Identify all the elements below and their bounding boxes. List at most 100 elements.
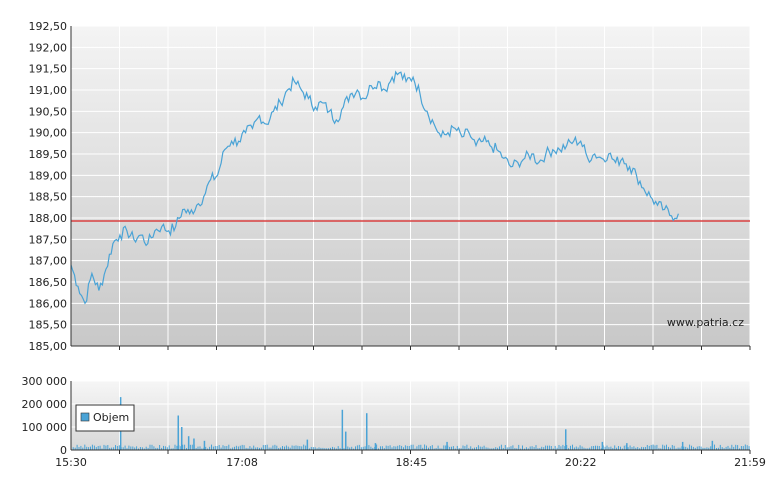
volume-bar bbox=[458, 448, 460, 450]
volume-bar bbox=[637, 447, 639, 450]
volume-bar bbox=[287, 446, 289, 450]
volume-bar bbox=[633, 446, 635, 450]
price-y-tick-label: 189,50 bbox=[29, 148, 68, 161]
volume-bar bbox=[374, 443, 377, 450]
volume-bar bbox=[483, 445, 485, 450]
volume-bar bbox=[524, 448, 525, 450]
volume-bar bbox=[209, 446, 211, 450]
volume-bar bbox=[164, 446, 166, 450]
volume-bar bbox=[291, 445, 293, 450]
price-y-tick-label: 187,00 bbox=[29, 255, 68, 268]
volume-bar bbox=[159, 445, 161, 450]
volume-bar bbox=[612, 448, 614, 450]
volume-bar bbox=[255, 447, 257, 450]
volume-bar bbox=[610, 446, 612, 450]
volume-bar bbox=[708, 447, 710, 450]
volume-bar bbox=[356, 445, 358, 450]
volume-bar bbox=[187, 436, 190, 450]
volume-bar bbox=[203, 440, 206, 450]
volume-bar bbox=[502, 448, 504, 450]
volume-bar bbox=[401, 445, 403, 450]
volume-bar bbox=[428, 447, 429, 450]
volume-bar bbox=[687, 447, 689, 450]
volume-bar bbox=[257, 447, 259, 450]
volume-bar bbox=[128, 445, 130, 450]
volume-bar bbox=[76, 444, 78, 450]
volume-bar bbox=[381, 446, 383, 450]
volume-bar bbox=[295, 445, 297, 450]
volume-bar bbox=[195, 448, 197, 450]
volume-bar bbox=[197, 446, 199, 450]
volume-bar bbox=[420, 444, 422, 450]
volume-bar bbox=[403, 447, 404, 450]
volume-bar bbox=[412, 444, 414, 450]
price-y-tick-label: 191,00 bbox=[29, 84, 68, 97]
volume-bar bbox=[172, 448, 174, 450]
volume-bar bbox=[737, 445, 739, 450]
volume-bar bbox=[264, 445, 266, 450]
volume-bar bbox=[243, 445, 245, 450]
volume-bar bbox=[472, 448, 474, 450]
volume-bar bbox=[681, 441, 684, 450]
volume-bar bbox=[725, 446, 727, 450]
volume-bar bbox=[652, 444, 654, 450]
volume-bar bbox=[370, 446, 372, 450]
volume-bar bbox=[424, 444, 426, 450]
volume-bar bbox=[293, 445, 295, 450]
volume-bar bbox=[318, 447, 320, 450]
volume-bar bbox=[426, 445, 427, 450]
volume-bar bbox=[748, 446, 750, 450]
volume-bar bbox=[739, 448, 740, 450]
volume-bar bbox=[391, 447, 393, 450]
volume-bar bbox=[562, 444, 564, 450]
volume-bar bbox=[554, 445, 556, 450]
volume-bar bbox=[406, 445, 408, 450]
volume-bar bbox=[451, 446, 452, 450]
volume-bar bbox=[385, 445, 387, 450]
volume-bar bbox=[228, 444, 230, 450]
volume-bar bbox=[504, 445, 506, 450]
volume-bar bbox=[301, 446, 303, 450]
volume-y-axis: 0 100 000 200 000 300 000 bbox=[22, 375, 68, 457]
volume-bar bbox=[177, 415, 179, 450]
volume-x-ticks: 15:30 17:08 18:45 20:22 21:59 bbox=[55, 450, 766, 469]
volume-bar bbox=[143, 448, 145, 450]
volume-bar bbox=[408, 446, 410, 450]
volume-bar bbox=[345, 431, 347, 450]
volume-bar bbox=[224, 446, 226, 450]
price-y-tick-label: 192,00 bbox=[29, 41, 68, 54]
volume-bar bbox=[212, 446, 214, 450]
volume-bar bbox=[565, 429, 567, 450]
volume-bar bbox=[533, 447, 535, 450]
volume-bar bbox=[675, 448, 677, 450]
volume-bar bbox=[266, 444, 268, 450]
volume-bar bbox=[654, 445, 656, 450]
volume-bar bbox=[692, 446, 694, 450]
volume-bar bbox=[581, 446, 583, 450]
price-y-tick-label: 186,00 bbox=[29, 297, 68, 310]
volume-bar bbox=[481, 446, 483, 450]
volume-bar bbox=[479, 446, 481, 450]
volume-bar bbox=[324, 448, 326, 450]
volume-bar bbox=[552, 448, 554, 450]
volume-bar bbox=[694, 447, 696, 450]
volume-bar bbox=[326, 448, 328, 450]
volume-bar bbox=[548, 445, 550, 450]
volume-bar bbox=[351, 446, 353, 450]
volume-bar bbox=[310, 447, 312, 450]
volume-y-tick-label: 200 000 bbox=[22, 398, 68, 411]
volume-bar bbox=[259, 447, 260, 450]
price-y-tick-label: 185,50 bbox=[29, 319, 68, 332]
volume-bar bbox=[541, 446, 543, 450]
volume-bar bbox=[230, 448, 232, 450]
volume-bar bbox=[698, 446, 700, 450]
volume-bar bbox=[568, 448, 570, 450]
volume-bar bbox=[232, 447, 234, 450]
price-y-tick-label: 190,50 bbox=[29, 105, 68, 118]
volume-bar bbox=[364, 446, 366, 450]
volume-bar bbox=[714, 444, 715, 450]
volume-bar bbox=[721, 447, 723, 450]
volume-bar bbox=[516, 448, 518, 450]
volume-bar bbox=[604, 446, 606, 450]
x-tick-label: 20:22 bbox=[565, 456, 597, 469]
